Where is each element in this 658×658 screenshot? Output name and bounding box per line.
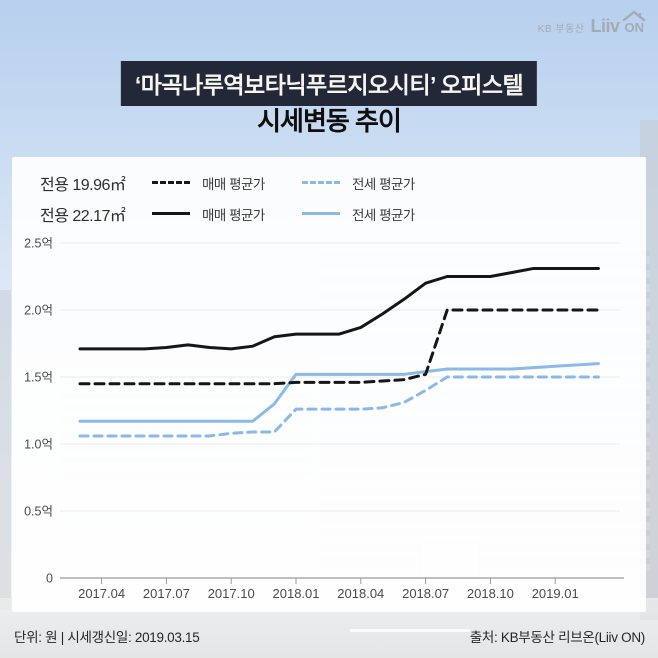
jeonse-dashed-line-sample — [302, 181, 340, 184]
background-building-left — [0, 290, 11, 610]
legend-sale-label: 매매 평균가 — [202, 176, 265, 192]
logo-liiv-text: Liiv — [590, 16, 620, 36]
logo-on-text: ON — [624, 20, 645, 35]
house-roof-icon — [622, 10, 645, 21]
chart-card: 전용 19.96㎡ 매매 평균가 전세 평균가 전용 22.17㎡ 매매 평균가… — [12, 157, 646, 612]
sale-dashed-line-sample — [152, 181, 190, 184]
title-band: ‘마곡나루역보타닉푸르지오시티’ 오피스텔 — [120, 61, 538, 106]
page-subtitle: 시세변동 추이 — [257, 106, 402, 136]
logo-on-wrap: ON — [622, 10, 645, 37]
logo-kb-text: KB 부동산 — [537, 24, 585, 35]
page-title: ‘마곡나루역보타닉푸르지오시티’ 오피스텔 — [134, 72, 524, 98]
kb-liiv-on-logo: KB 부동산 Liiv ON — [537, 10, 645, 37]
legend-jeonse-label: 전세 평균가 — [352, 176, 415, 192]
legend-row-22-17: 전용 22.17㎡ 매매 평균가 전세 평균가 — [40, 198, 415, 229]
jeonse-solid-line-sample — [302, 212, 340, 215]
legend-area-label: 전용 19.96㎡ — [40, 176, 126, 194]
background-road-marking — [350, 629, 470, 632]
legend-sale-label: 매매 평균가 — [202, 207, 265, 223]
chart-legend: 전용 19.96㎡ 매매 평균가 전세 평균가 전용 22.17㎡ 매매 평균가… — [40, 167, 415, 229]
footer-unit-and-date: 단위: 원 | 시세갱신일: 2019.03.15 — [14, 630, 200, 645]
legend-jeonse-label: 전세 평균가 — [352, 207, 415, 223]
footer-source: 출처: KB부동산 리브온(Liiv ON) — [469, 630, 646, 645]
sale-solid-line-sample — [152, 212, 190, 215]
legend-row-19-96: 전용 19.96㎡ 매매 평균가 전세 평균가 — [40, 167, 415, 198]
legend-area-label: 전용 22.17㎡ — [40, 207, 126, 225]
